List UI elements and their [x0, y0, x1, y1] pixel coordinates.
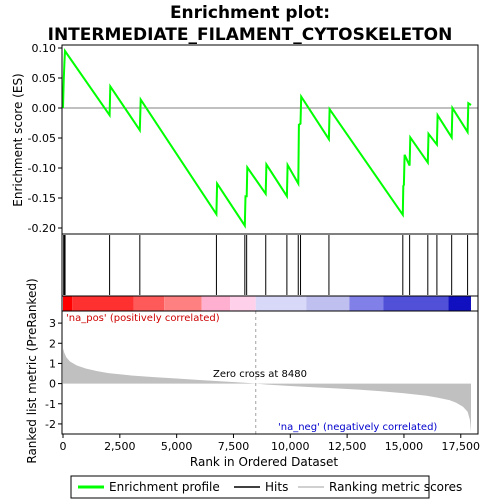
- es-y-tick-label: -0.05: [28, 132, 56, 145]
- es-y-tick-label: 0.10: [32, 42, 57, 55]
- x-axis-label: Rank in Ordered Dataset: [190, 455, 338, 469]
- metric-y-tick-label: -2: [45, 418, 56, 431]
- ranking-metric-area: [63, 348, 471, 432]
- negative-correlation-label: 'na_neg' (negatively correlated): [278, 422, 437, 433]
- metric-panel-background: [62, 311, 478, 434]
- color-bar-segment: [63, 296, 73, 311]
- x-tick-label: 5,000: [161, 440, 193, 453]
- color-bar-segment: [349, 296, 384, 311]
- hits-panel-background: [62, 234, 478, 296]
- metric-x-ticks: 0 2,500 5,000 7,500 10,000 12,500 15,000 17,500: [60, 434, 481, 453]
- color-bar-segment: [255, 296, 307, 311]
- color-bar-segment: [201, 296, 231, 311]
- chart-title-line2: INTERMEDIATE_FILAMENT_CYTOSKELETON: [48, 25, 453, 45]
- chart-title-line1: Enrichment plot:: [170, 3, 330, 23]
- metric-panel: 3 2 1 0 -1 -2 0 2,500 5,000 7,500 10,000 12,500 15,…: [25, 278, 480, 469]
- es-panel: 0.10 0.05 0.00 -0.05 -0.10 -0.15 -0.20 Enrichm…: [11, 42, 479, 235]
- x-tick-label: 0: [60, 440, 67, 453]
- hit-markers: [63, 235, 469, 295]
- positive-correlation-label: 'na_pos' (positively correlated): [66, 313, 220, 324]
- x-tick-label: 17,500: [442, 440, 481, 453]
- color-bar-segment: [133, 296, 165, 311]
- es-y-axis-label: Enrichment score (ES): [11, 73, 25, 206]
- es-profile-line: [62, 48, 472, 229]
- metric-y-tick-label: 0: [49, 378, 56, 391]
- es-y-ticks: 0.10 0.05 0.00 -0.05 -0.10 -0.15 -0.20: [28, 42, 62, 235]
- hits-panel: [61, 233, 479, 297]
- x-tick-label: 15,000: [385, 440, 424, 453]
- es-y-tick-label: 0.05: [32, 72, 57, 85]
- color-bar-segment: [230, 296, 256, 311]
- x-tick-label: 7,500: [218, 440, 250, 453]
- metric-y-ticks: 3 2 1 0 -1 -2: [45, 317, 62, 431]
- color-bar-segment: [164, 296, 202, 311]
- ranking-color-bar: [61, 295, 479, 312]
- metric-y-tick-label: -1: [45, 398, 56, 411]
- color-bar-segment: [383, 296, 449, 311]
- metric-y-tick-label: 3: [49, 317, 56, 330]
- color-bar-segment: [306, 296, 350, 311]
- color-bar-segment: [448, 296, 471, 311]
- x-tick-label: 10,000: [271, 440, 310, 453]
- metric-panel-frame: [61, 310, 479, 435]
- es-y-tick-label: 0.00: [32, 102, 57, 115]
- color-bar-segment: [72, 296, 134, 311]
- x-tick-label: 12,500: [328, 440, 367, 453]
- es-y-tick-label: -0.10: [28, 162, 56, 175]
- legend: Enrichment profile Hits Ranking metric s…: [70, 475, 462, 499]
- x-tick-label: 2,500: [104, 440, 136, 453]
- metric-y-axis-label: Ranked list metric (PreRanked): [25, 278, 39, 463]
- legend-label-enrichment: Enrichment profile: [109, 480, 220, 494]
- metric-y-tick-label: 1: [49, 357, 56, 370]
- legend-label-hits: Hits: [265, 480, 288, 494]
- legend-label-ranking: Ranking metric scores: [329, 480, 462, 494]
- es-panel-background: [62, 45, 478, 234]
- es-y-tick-label: -0.20: [28, 222, 56, 235]
- es-y-tick-label: -0.15: [28, 192, 56, 205]
- metric-y-tick-label: 2: [49, 337, 56, 350]
- zero-cross-label: Zero cross at 8480: [213, 369, 307, 380]
